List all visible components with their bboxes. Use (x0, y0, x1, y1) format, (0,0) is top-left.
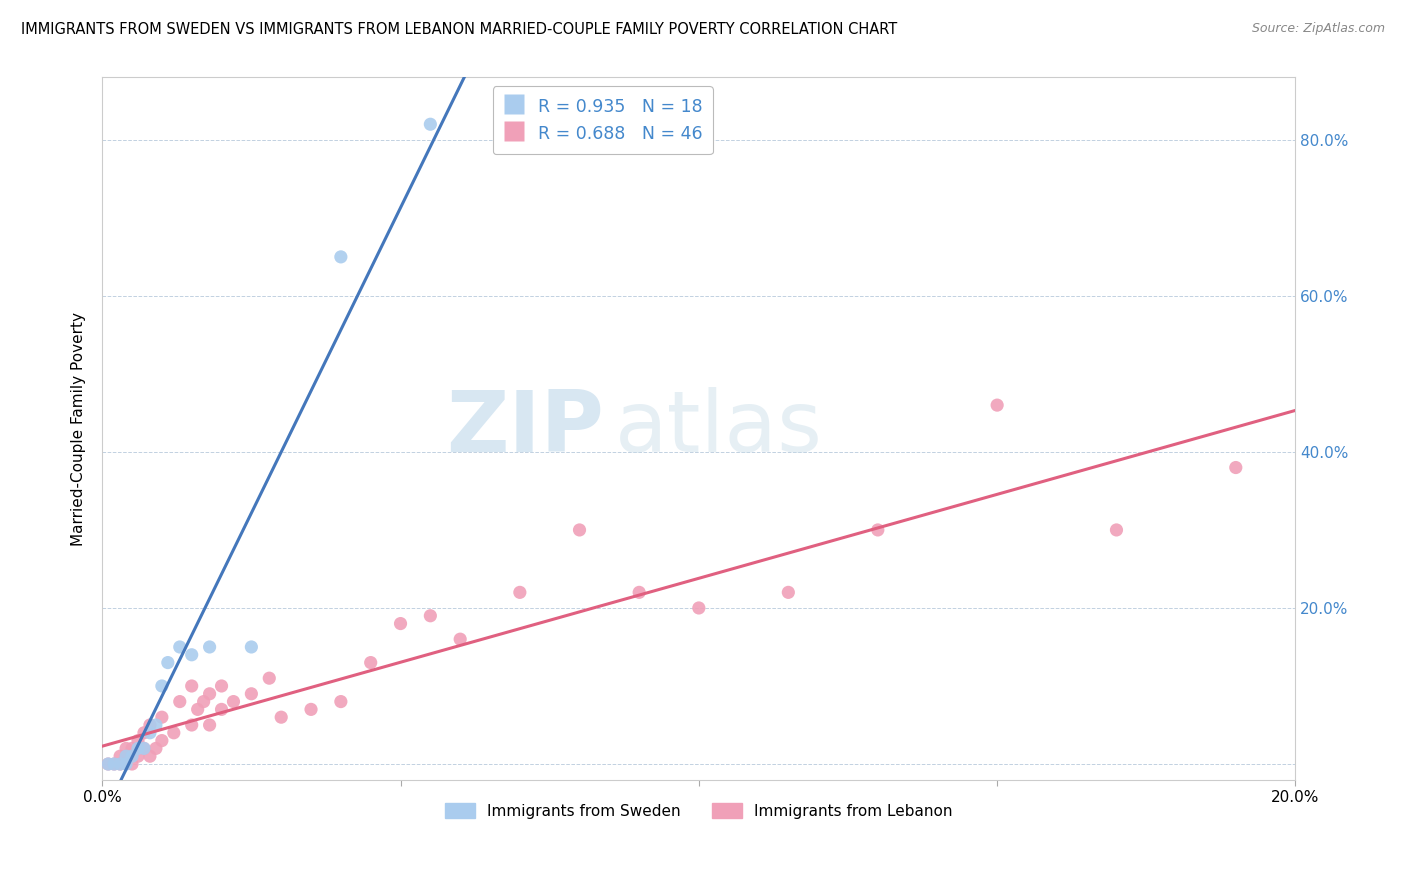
Point (688, 601, 710, 615)
Point (1105, 523, 1128, 537)
Point (1225, 460, 1247, 475)
Point (115, 757, 138, 772)
Point (150, 733, 173, 747)
Point (193, 695, 215, 709)
Point (139, 749, 162, 764)
Point (240, 687, 263, 701)
Point (866, 523, 889, 537)
Point (211, 702, 233, 716)
Point (568, 523, 591, 537)
Point (329, 695, 352, 709)
Point (121, 749, 143, 764)
Point (198, 640, 221, 654)
Point (132, 726, 155, 740)
Point (108, 749, 131, 764)
Point (115, 741, 138, 756)
Point (187, 702, 209, 716)
Point (132, 741, 155, 756)
Point (509, 585, 531, 599)
Point (270, 710, 292, 724)
Point (97, 757, 120, 772)
Point (103, 757, 125, 772)
Point (97, 757, 120, 772)
Point (240, 640, 263, 654)
Point (169, 640, 191, 654)
Point (180, 648, 202, 662)
Point (259, 671, 281, 685)
Point (127, 749, 149, 764)
Point (127, 741, 149, 756)
Point (211, 679, 233, 693)
Point (222, 695, 245, 709)
Text: atlas: atlas (616, 387, 824, 470)
Point (419, 117, 441, 131)
Point (628, 585, 651, 599)
Point (169, 695, 191, 709)
Point (419, 608, 441, 623)
Point (115, 749, 138, 764)
Legend: Immigrants from Sweden, Immigrants from Lebanon: Immigrants from Sweden, Immigrants from … (439, 797, 959, 824)
Point (299, 702, 322, 716)
Point (103, 757, 125, 772)
Point (139, 718, 162, 732)
Point (389, 616, 412, 631)
Point (156, 656, 179, 670)
Point (180, 718, 202, 732)
Point (108, 757, 131, 772)
Point (127, 733, 149, 747)
Point (121, 741, 143, 756)
Point (778, 585, 800, 599)
Point (139, 726, 162, 740)
Point (150, 710, 173, 724)
Point (329, 250, 352, 264)
Text: IMMIGRANTS FROM SWEDEN VS IMMIGRANTS FROM LEBANON MARRIED-COUPLE FAMILY POVERTY : IMMIGRANTS FROM SWEDEN VS IMMIGRANTS FRO… (21, 22, 897, 37)
Point (132, 741, 155, 756)
Point (150, 679, 173, 693)
Point (360, 656, 382, 670)
Point (163, 726, 186, 740)
Point (121, 757, 143, 772)
Y-axis label: Married-Couple Family Poverty: Married-Couple Family Poverty (72, 311, 86, 546)
Point (108, 757, 131, 772)
Point (180, 679, 202, 693)
Point (145, 718, 167, 732)
Point (449, 632, 471, 647)
Point (198, 687, 221, 701)
Point (986, 398, 1008, 412)
Point (115, 749, 138, 764)
Point (145, 741, 167, 756)
Text: Source: ZipAtlas.com: Source: ZipAtlas.com (1251, 22, 1385, 36)
Text: ZIP: ZIP (446, 387, 603, 470)
Point (198, 718, 221, 732)
